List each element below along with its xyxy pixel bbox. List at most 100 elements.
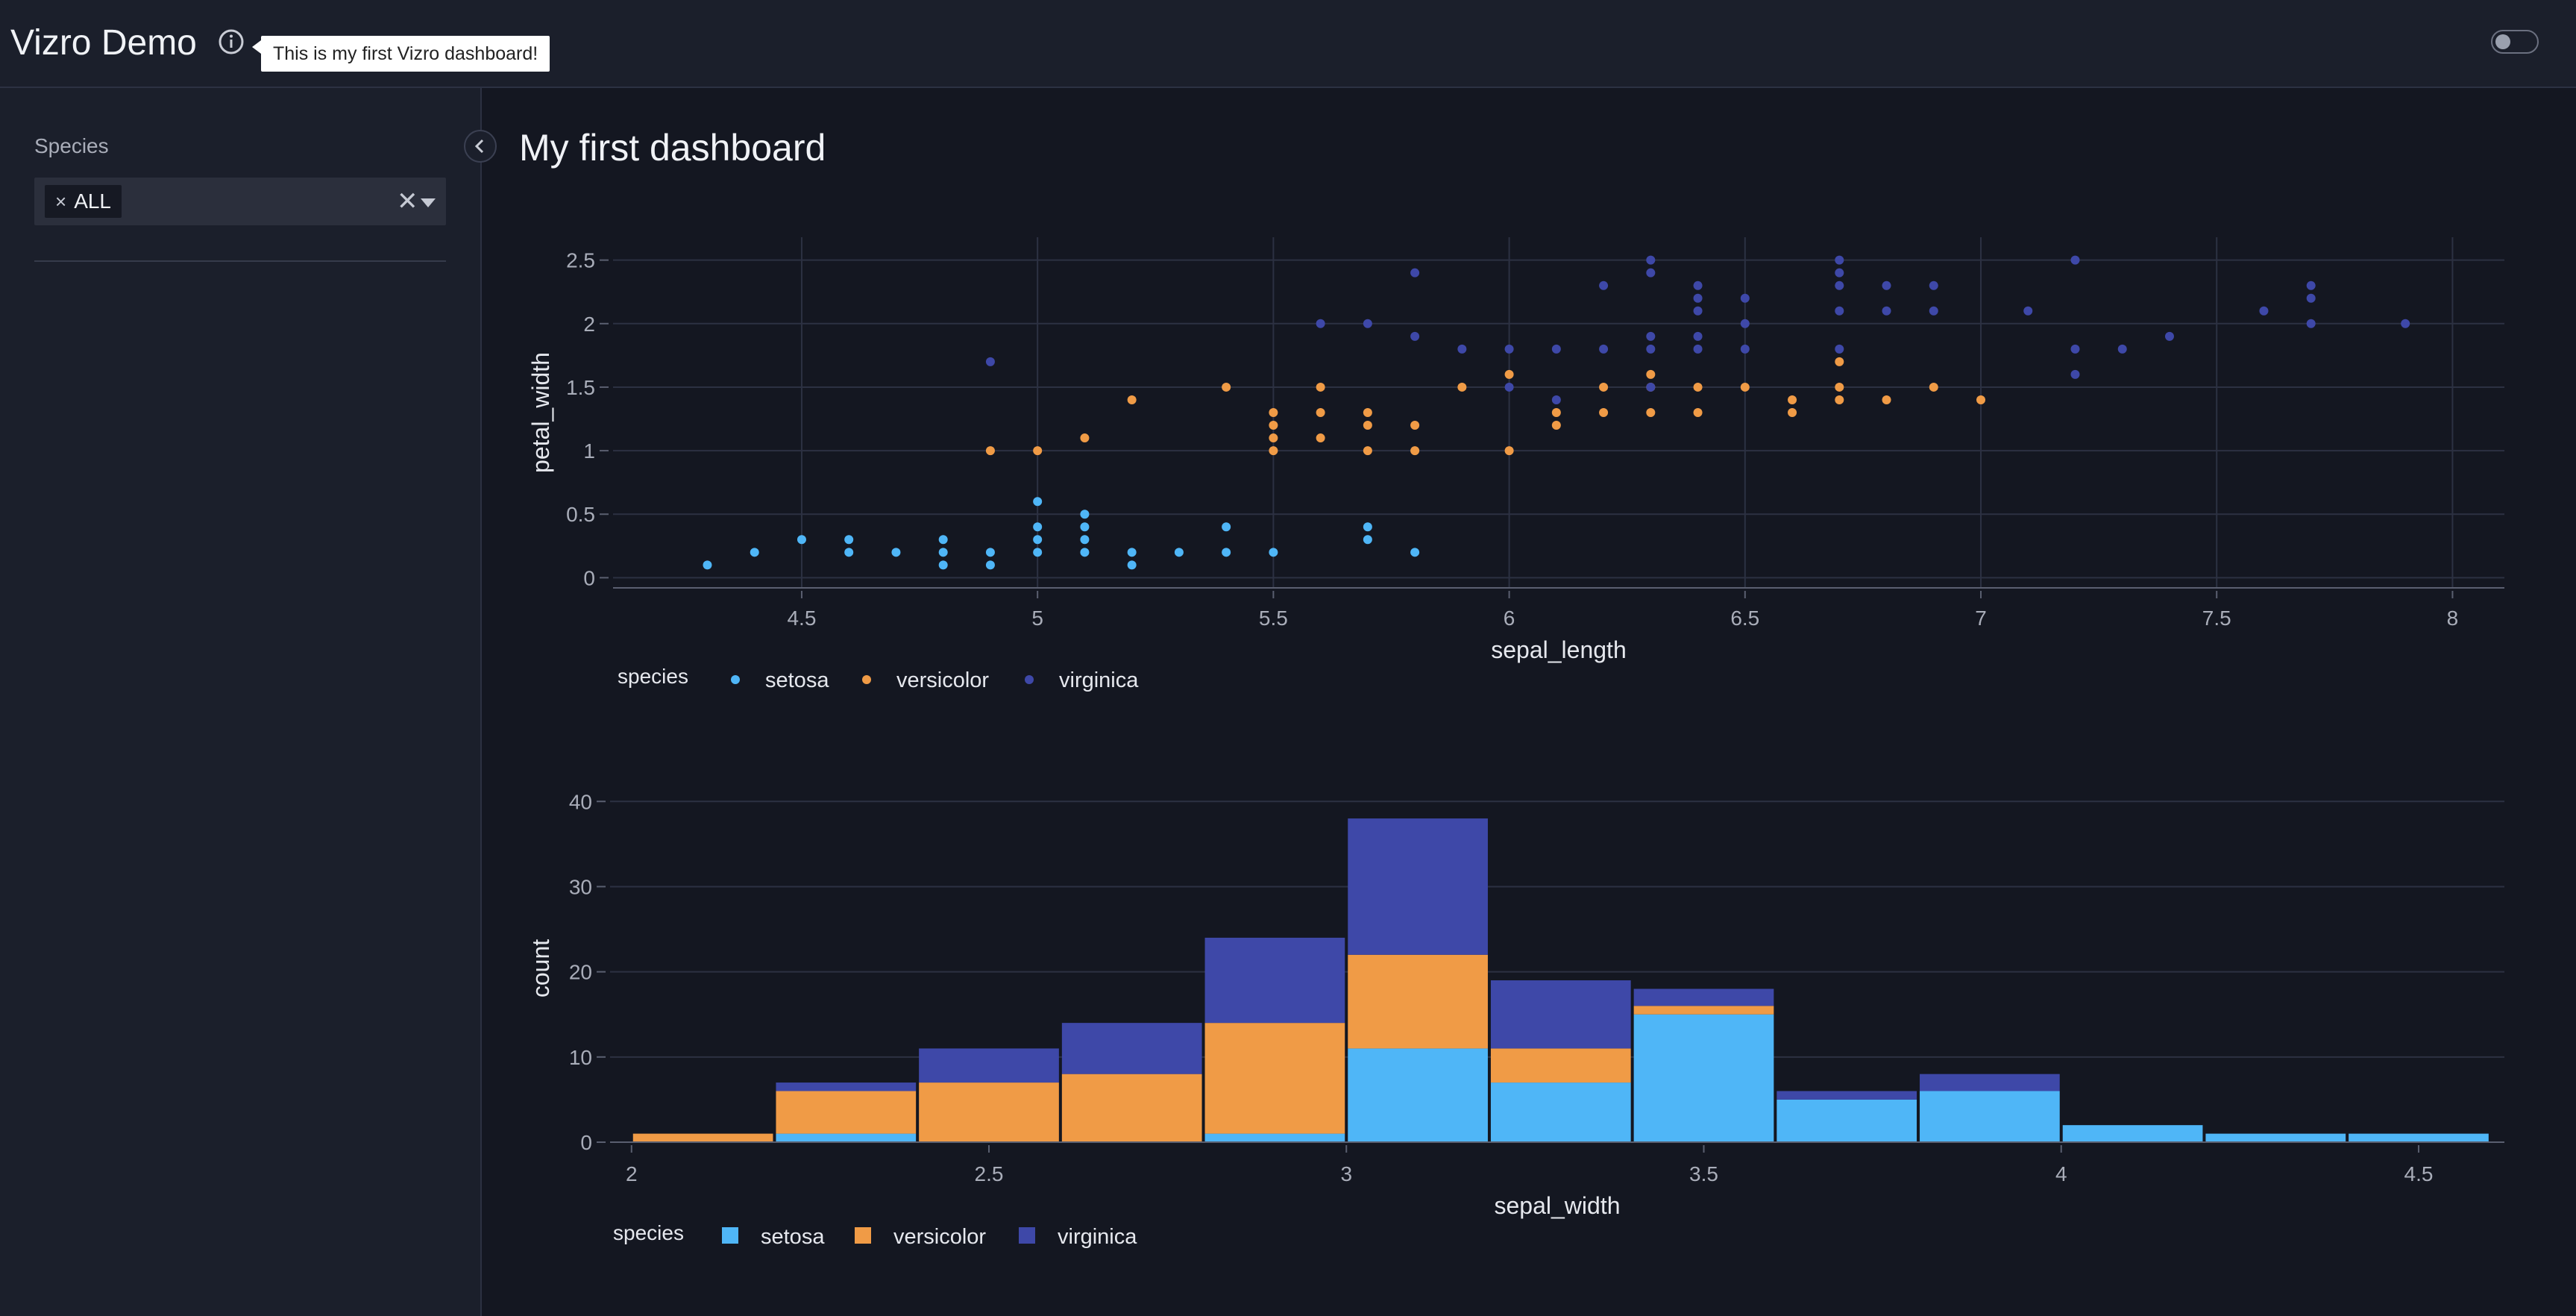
hist-bar-virginica xyxy=(1061,1023,1202,1074)
hist-legend-title: species xyxy=(613,1221,684,1244)
scatter-point-setosa xyxy=(985,560,995,570)
collapse-sidebar-button[interactable] xyxy=(464,130,497,163)
species-filter-label: Species xyxy=(34,134,109,157)
hist-bar-virginica xyxy=(1633,988,1774,1006)
scatter-point-versicolor xyxy=(985,446,995,456)
hist-x-tick-label: 3 xyxy=(1340,1162,1352,1185)
scatter-point-virginica xyxy=(2259,306,2269,316)
app-header: Vizro Demo This is my first Vizro dashbo… xyxy=(0,0,2576,88)
chip-remove-icon[interactable]: × xyxy=(55,190,67,213)
scatter-x-tick-label: 5 xyxy=(1031,607,1043,630)
hist-bar-versicolor xyxy=(1204,1023,1345,1134)
scatter-point-versicolor xyxy=(1363,421,1372,430)
hist-bar-setosa xyxy=(1348,1048,1488,1142)
scatter-x-tick-label: 6 xyxy=(1504,607,1515,630)
scatter-point-versicolor xyxy=(1551,408,1561,417)
scatter-point-virginica xyxy=(1740,293,1750,303)
scatter-point-versicolor xyxy=(1835,357,1844,366)
scatter-point-versicolor xyxy=(1410,446,1420,456)
scatter-point-virginica xyxy=(1410,268,1420,278)
scatter-point-versicolor xyxy=(1929,382,1938,392)
scatter-point-versicolor xyxy=(1363,408,1372,417)
scatter-y-tick-label: 1 xyxy=(583,439,595,463)
scatter-point-setosa xyxy=(1174,548,1184,557)
scatter-point-versicolor xyxy=(1693,408,1703,417)
scatter-point-versicolor xyxy=(1269,408,1278,417)
chip-label: ALL xyxy=(74,189,112,213)
scatter-point-virginica xyxy=(1646,331,1656,341)
scatter-point-versicolor xyxy=(1599,382,1609,392)
scatter-y-tick-label: 0.5 xyxy=(566,503,595,526)
scatter-point-virginica xyxy=(1929,281,1938,290)
scatter-legend-label-setosa: setosa xyxy=(765,668,829,692)
hist-bar-virginica xyxy=(1204,937,1345,1024)
scatter-point-versicolor xyxy=(1693,382,1703,392)
scatter-point-versicolor xyxy=(1835,382,1844,392)
chevron-down-icon[interactable] xyxy=(421,198,436,207)
scatter-point-versicolor xyxy=(1646,408,1656,417)
scatter-x-axis-label: sepal_length xyxy=(1491,636,1626,663)
info-icon[interactable] xyxy=(218,28,245,55)
selected-chip-all[interactable]: × ALL xyxy=(45,185,122,218)
hist-y-tick-label: 40 xyxy=(569,790,592,813)
scatter-legend-title: species xyxy=(618,665,688,688)
scatter-point-virginica xyxy=(2306,281,2316,290)
scatter-point-versicolor xyxy=(1551,421,1561,430)
page-title: My first dashboard xyxy=(519,127,826,169)
hist-bar-setosa xyxy=(2205,1133,2346,1142)
scatter-point-setosa xyxy=(797,535,806,545)
hist-bar-setosa xyxy=(1777,1099,1917,1142)
chevron-left-icon xyxy=(474,139,484,154)
scatter-y-tick-label: 2 xyxy=(583,313,595,336)
scatter-point-virginica xyxy=(2306,319,2316,328)
hist-x-axis-label: sepal_width xyxy=(1495,1192,1621,1219)
scatter-point-setosa xyxy=(1080,522,1090,532)
hist-y-axis-label: count xyxy=(527,939,554,997)
hist-legend-marker-virginica xyxy=(1019,1227,1035,1244)
theme-toggle-switch[interactable] xyxy=(2491,30,2539,54)
scatter-point-virginica xyxy=(2117,344,2127,354)
sidebar-divider xyxy=(34,260,446,262)
scatter-point-versicolor xyxy=(1363,446,1372,456)
hist-y-tick-label: 0 xyxy=(580,1131,592,1154)
scatter-point-virginica xyxy=(1882,281,1891,290)
scatter-point-virginica xyxy=(1410,331,1420,341)
scatter-point-versicolor xyxy=(1316,382,1325,392)
hist-bar-setosa xyxy=(1490,1082,1631,1142)
hist-bar-setosa xyxy=(1633,1014,1774,1142)
clear-icon[interactable]: ✕ xyxy=(397,187,418,216)
scatter-point-setosa xyxy=(1127,548,1137,557)
hist-y-tick-label: 20 xyxy=(569,961,592,984)
hist-bar-setosa xyxy=(776,1133,917,1142)
hist-bar-versicolor xyxy=(1633,1006,1774,1015)
scatter-point-virginica xyxy=(1646,255,1656,265)
scatter-point-virginica xyxy=(1693,344,1703,354)
scatter-point-virginica xyxy=(1740,319,1750,328)
scatter-point-versicolor xyxy=(1269,421,1278,430)
species-dropdown[interactable]: × ALL ✕ xyxy=(34,178,446,225)
scatter-point-versicolor xyxy=(1222,382,1231,392)
histogram-chart[interactable]: 0 10 20 30 40 2 2.5 3 3.5 4 4.5 sepal_width count spe… xyxy=(527,790,2504,1249)
scatter-point-virginica xyxy=(1551,344,1561,354)
hist-legend-label-virginica: virginica xyxy=(1058,1225,1137,1249)
scatter-chart[interactable]: 4.5 5 5.5 6 6.5 7 7.5 8 0 0.5 1 1.5 2 2.5 sepal_length… xyxy=(527,237,2504,692)
scatter-point-virginica xyxy=(2070,255,2080,265)
scatter-point-versicolor xyxy=(1033,446,1043,456)
scatter-point-virginica xyxy=(1646,268,1656,278)
scatter-point-setosa xyxy=(1363,535,1372,545)
scatter-point-versicolor xyxy=(1316,408,1325,417)
hist-bar-versicolor xyxy=(1348,954,1488,1049)
scatter-point-virginica xyxy=(1693,293,1703,303)
scatter-point-setosa xyxy=(1080,535,1090,545)
scatter-point-virginica xyxy=(2306,293,2316,303)
hist-x-tick-label: 4.5 xyxy=(2404,1162,2434,1185)
scatter-point-setosa xyxy=(1080,510,1090,519)
hist-bar-versicolor xyxy=(776,1091,917,1134)
scatter-point-versicolor xyxy=(1835,395,1844,404)
scatter-point-virginica xyxy=(1835,344,1844,354)
scatter-point-versicolor xyxy=(1976,395,1986,404)
hist-bar-virginica xyxy=(1348,818,1488,955)
hist-bar-virginica xyxy=(776,1082,917,1091)
scatter-point-versicolor xyxy=(1080,433,1090,443)
